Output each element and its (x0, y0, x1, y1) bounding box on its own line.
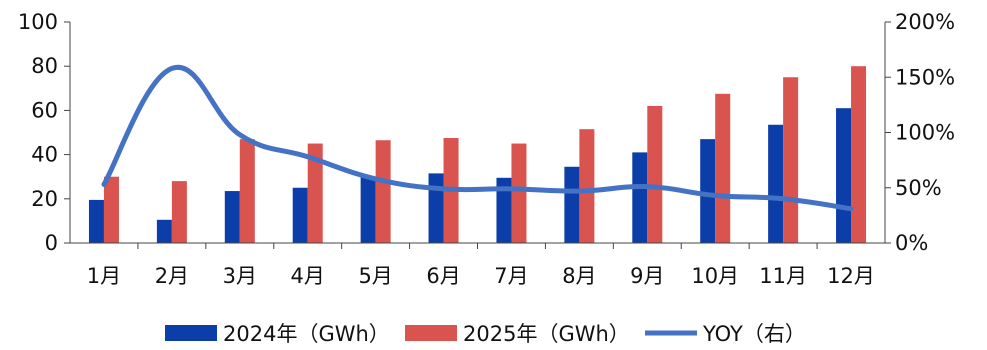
bar-2024-8 (564, 166, 580, 243)
y-right-tick-label: 0% (895, 231, 928, 255)
bar-2025-2 (171, 181, 187, 243)
bar-2024-4 (292, 187, 308, 243)
bar-2024-10 (700, 139, 716, 243)
bar-2024-11 (768, 124, 784, 243)
y-left-tick-label: 20 (31, 187, 58, 211)
legend-label: YOY（右） (702, 322, 806, 346)
bar-2025-9 (647, 105, 663, 243)
legend-item-2025: 2025年（GWh） (405, 322, 630, 346)
y-right-tick-label: 100% (895, 121, 955, 145)
bar-2024-6 (428, 173, 444, 243)
bar-2025-11 (783, 77, 799, 243)
bar-2024-5 (360, 176, 376, 243)
legend-item-yoy: YOY（右） (645, 322, 806, 346)
legend-swatch (405, 325, 457, 341)
y-right-tick-label: 200% (895, 10, 955, 34)
bar-2025-4 (307, 143, 323, 243)
x-tick-label: 11月 (759, 264, 807, 288)
yoy-line (101, 64, 854, 212)
y-left-tick-label: 60 (31, 98, 58, 122)
bar-2025-3 (239, 139, 255, 243)
legend-item-2024: 2024年（GWh） (165, 322, 390, 346)
x-tick-label: 7月 (494, 264, 528, 288)
bar-2025-1 (103, 176, 119, 243)
x-tick-label: 9月 (630, 264, 664, 288)
bar-2025-5 (375, 140, 391, 243)
x-tick-label: 2月 (155, 264, 189, 288)
y-right-tick-label: 50% (895, 176, 942, 200)
bar-2025-8 (579, 129, 595, 243)
bar-2025-7 (511, 143, 527, 243)
x-tick-label: 5月 (358, 264, 392, 288)
bar-2024-1 (88, 199, 104, 243)
bar-2024-7 (496, 177, 512, 243)
bar-2024-9 (632, 152, 648, 243)
legend: 2024年（GWh） 2025年（GWh） YOY（右） (165, 322, 806, 346)
y-left-tick-label: 80 (31, 54, 58, 78)
y-right-tick-label: 150% (895, 65, 955, 89)
bar-2024-3 (224, 191, 240, 243)
bar-2025-12 (851, 66, 867, 243)
x-tick-label: 4月 (291, 264, 325, 288)
x-tick-label: 10月 (691, 264, 739, 288)
legend-swatch (165, 325, 217, 341)
bar-2024-12 (836, 108, 852, 243)
y-left-tick-label: 100 (18, 10, 58, 34)
x-tick-label: 6月 (426, 264, 460, 288)
bar-2025-10 (715, 93, 731, 243)
bar-2024-2 (156, 219, 172, 243)
yoy-line-layer (101, 64, 854, 212)
x-tick-label: 8月 (562, 264, 596, 288)
x-tick-label: 1月 (87, 264, 121, 288)
axes-layer: 0 20 40 60 80 100 0% 50% 100% 150% 200% 1月 2月 3月 4月 5月 6… (18, 10, 955, 288)
x-tick-label: 3月 (223, 264, 257, 288)
legend-label: 2025年（GWh） (463, 322, 630, 346)
legend-label: 2024年（GWh） (223, 322, 390, 346)
y-left-tick-label: 40 (31, 143, 58, 167)
x-tick-label: 12月 (827, 264, 875, 288)
y-left-tick-label: 0 (45, 231, 58, 255)
